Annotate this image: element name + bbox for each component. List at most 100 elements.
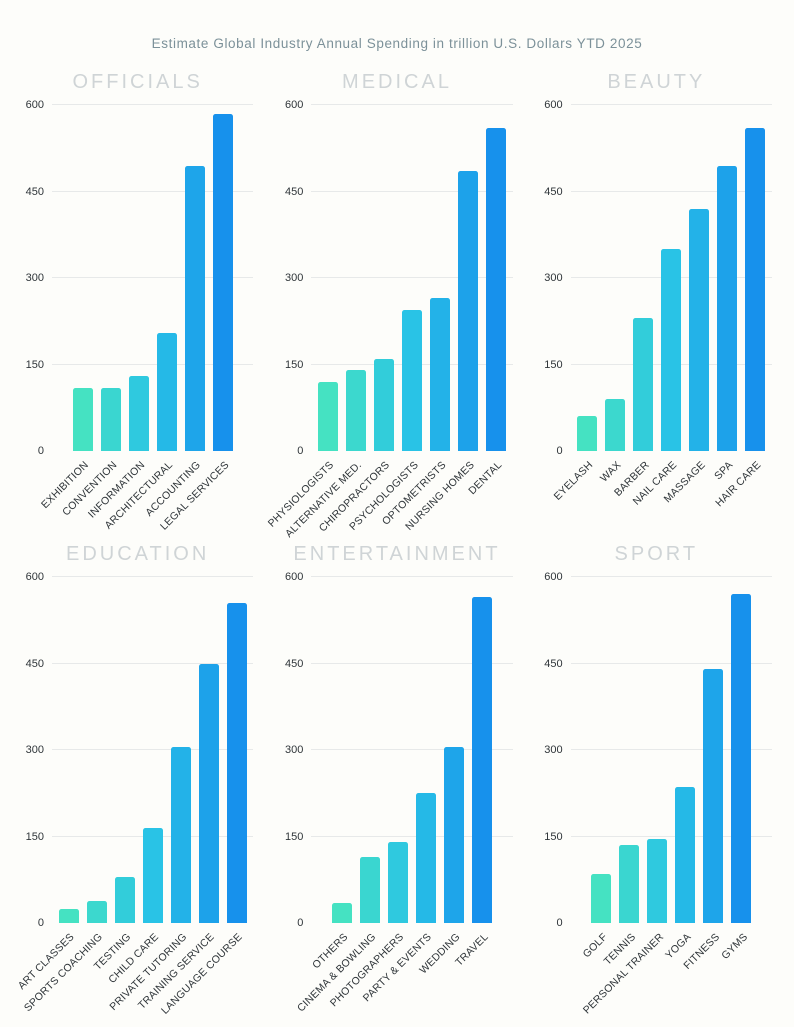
bar-psychologists [401,309,422,451]
bar-eyelash [577,416,598,451]
chart-medical: MEDICAL 0 150 300 450 600 PHYSIOLOGISTS ALTER… [266,71,526,540]
chart-sport: SPORT 0 150 300 450 600 GOLF TENNIS PERSONAL T… [527,543,786,1016]
bar-chiropractors [373,358,394,451]
chart-title: ENTERTAINMENT [293,543,501,565]
gridline [311,576,513,577]
gridline [570,662,772,664]
chart-title: MEDICAL [342,71,452,93]
bar-hair-care [745,128,766,451]
gridline [311,190,513,192]
bar-spa [717,165,738,451]
bar-golf [591,873,612,923]
bar-legal-services [212,113,233,451]
gridline [311,104,513,105]
y-tick-label: 450 [25,185,44,198]
x-label-anchor: EYELASH [552,451,597,537]
bar-testing [114,876,135,923]
x-label-anchor: PERSONAL TRAINER [580,923,667,1016]
bar-fitness [703,669,724,923]
bar-optometrists [429,298,450,451]
bar-wedding [443,747,464,923]
bar-dental [485,128,506,451]
gridline [52,662,254,664]
x-label-anchor: LANGUAGE COURSE [159,923,247,1017]
gridline [52,104,254,105]
chart-entertainment: ENTERTAINMENT 0 150 300 450 600 OTHERS CINEMA… [267,543,526,1014]
gridline [570,104,772,105]
y-tick-label: 300 [25,744,44,756]
bars [311,105,512,451]
bar-alternative-med [345,370,366,451]
bar-accounting [184,165,205,451]
gridline [570,576,772,577]
chart-title: OFFICIALS [72,71,203,93]
plot-area: 0 150 300 450 600 [285,99,513,457]
chart-title: EDUCATION [66,543,210,565]
y-tick-label: 0 [297,917,304,929]
gridline [52,277,254,278]
bar-sports-coaching [86,901,107,923]
y-tick-label: 150 [544,830,563,843]
page-title: Estimate Global Industry Annual Spending… [151,36,643,51]
x-axis-labels: OTHERS CINEMA & BOWLING PHOTOGRAPHERS PARTY… [295,923,512,1014]
bar-cinema-bowling [359,856,380,923]
y-tick-label: 600 [25,571,44,583]
gridline [570,190,772,192]
bar-massage [689,208,710,451]
x-label-anchor: TRAVEL [453,923,492,1009]
bar-convention [100,387,121,451]
x-label-anchor: GYMS [719,923,751,1009]
y-tick-label: 300 [25,272,44,284]
y-tick-label: 600 [544,99,563,111]
y-tick-label: 150 [284,358,304,371]
bars [52,105,253,451]
y-tick-label: 450 [25,657,44,670]
y-tick-label: 0 [297,445,304,457]
gridline [52,190,254,192]
x-axis-labels: EYELASH WAX BARBER NAIL CARE MASSAGE SPA HAIR … [552,451,772,537]
gridline [311,662,513,664]
y-tick-label: 150 [284,830,304,843]
y-tick-label: 300 [544,272,563,284]
bar-personal-trainer [647,839,668,923]
x-axis-labels: EXHIBITION CONVENTION INFORMATION ARCHITECT… [39,451,253,537]
plot-area: 0 150 300 450 600 [544,571,772,929]
bar-photographers [387,842,408,923]
bar-language-course [226,602,247,923]
x-label-anchor: DENTAL [466,451,506,537]
bars [311,577,512,923]
bar-gyms [731,594,752,923]
y-tick-label: 150 [25,358,44,371]
chart-education: EDUCATION 0 150 300 450 600 ART CLASSES SPORT… [8,543,267,1017]
x-label-anchor: HAIR CARE [714,451,765,537]
bar-others [331,902,352,923]
bar-physiologists [317,381,338,451]
chart-officials: OFFICIALS 0 150 300 450 600 EXHIBITION CONVEN… [8,71,267,537]
y-tick-label: 0 [37,445,44,457]
gridline [570,835,772,837]
bar-information [128,376,149,451]
x-axis-labels: ART CLASSES SPORTS COACHING TESTING CHILD C… [16,923,253,1017]
bar-nail-care [661,249,682,451]
y-tick-label: 450 [544,657,563,670]
bar-party-events [415,793,436,923]
bar-child-care [142,827,163,923]
bar-nursing-homes [457,171,478,451]
gridline [52,749,254,750]
y-tick-label: 0 [37,917,44,929]
gridline [52,576,254,577]
bars [52,577,253,923]
x-label-anchor: MASSAGE [662,451,709,537]
bar-travel [471,597,492,923]
gridline [311,749,513,750]
bar-training-service [198,663,219,923]
bars [571,577,772,923]
gridline [570,749,772,750]
bar-architectural [156,332,177,451]
plot-area: 0 150 300 450 600 [26,571,254,929]
chart-title: BEAUTY [607,71,706,93]
y-tick-label: 0 [556,917,563,929]
y-tick-label: 150 [25,830,44,843]
chart-title: SPORT [614,543,699,565]
y-tick-label: 150 [544,358,563,371]
